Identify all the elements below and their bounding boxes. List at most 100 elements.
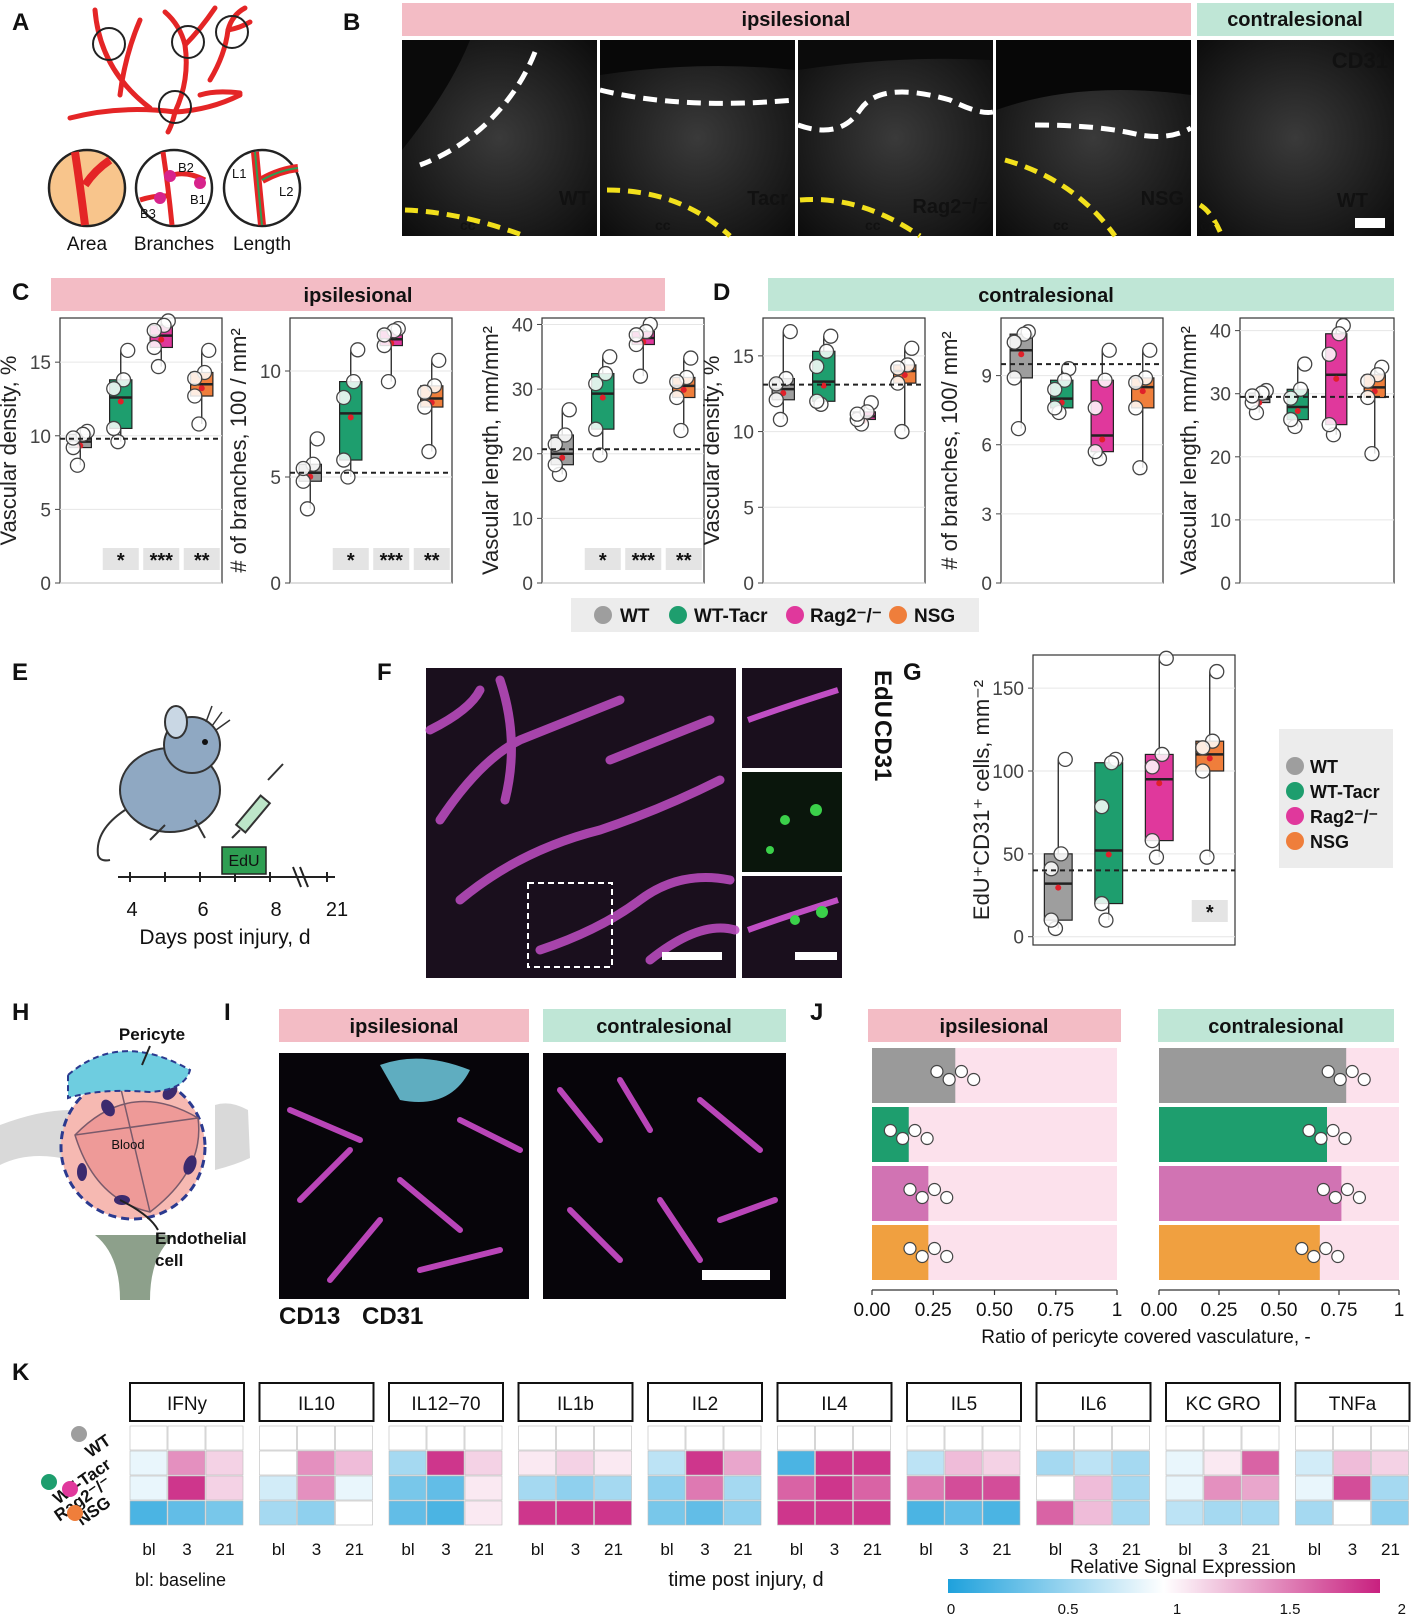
data-point [1316, 1182, 1331, 1197]
image-label-nsg: NSG [1141, 188, 1184, 210]
branch-tag-b2: B2 [178, 160, 194, 175]
micrograph-cd13-contra [543, 1053, 786, 1299]
endothelial-label-2: cell [155, 1251, 183, 1270]
k-swatch-nsg [67, 1505, 83, 1521]
heatmap-cell [777, 1450, 815, 1476]
y-tick-label: 10 [733, 423, 754, 444]
data-point [673, 422, 689, 439]
panel-g: G WT WT-Tacr Rag2⁻/⁻ NSG [903, 659, 1393, 868]
significance-box [332, 548, 369, 570]
data-point [1360, 373, 1376, 389]
heatmap-cell [815, 1450, 853, 1476]
k-legend-tick: 0 [947, 1601, 955, 1618]
data-point [1314, 1131, 1328, 1146]
y-tick-label: 40 [1210, 322, 1231, 343]
heatmap-cell [388, 1475, 427, 1501]
heatmap-cell [853, 1450, 891, 1476]
data-point [669, 374, 685, 390]
heatmap-cell [853, 1500, 891, 1526]
significance-mark: *** [150, 550, 174, 572]
data-point [809, 358, 825, 375]
data-point [547, 436, 563, 453]
data-point [421, 443, 437, 460]
zoom-circle [92, 27, 126, 61]
data-point [1057, 751, 1073, 768]
y-axis-label: Vascular density, % [699, 356, 724, 546]
data-point [115, 372, 132, 388]
legend-label-wt-tacr: WT-Tacr [694, 606, 768, 627]
data-point [201, 342, 217, 359]
y-tick-label: 15 [733, 347, 754, 368]
header-contralesional: contralesional [1208, 1016, 1344, 1038]
data-point [1132, 460, 1148, 476]
x-tick-label: 1 [1394, 1300, 1405, 1321]
heatmap-cell [1371, 1450, 1409, 1476]
y-tick-label: 9 [981, 367, 992, 388]
boxplot-c-1: 0 5 10 # of branches, 100 / mm² [226, 317, 453, 595]
heatmap-title-box [517, 1382, 634, 1422]
data-point [187, 370, 203, 387]
timeline-tick-4: 4 [126, 899, 137, 921]
heatmap-cell [982, 1425, 1021, 1451]
data-point [1364, 446, 1380, 462]
y-tick-label: 10 [1210, 511, 1231, 532]
data-point [809, 393, 825, 409]
heatmap-cell [777, 1500, 815, 1526]
heatmap-col-label: 21 [1252, 1540, 1271, 1559]
cc-label: cc [865, 217, 881, 233]
mean-marker [1333, 375, 1340, 382]
data-point [683, 350, 699, 366]
data-point [1331, 1249, 1345, 1264]
heatmap-col-label: 21 [1122, 1540, 1141, 1559]
heatmap-cell [1036, 1450, 1074, 1476]
data-point [890, 375, 906, 391]
data-point [1144, 832, 1160, 849]
pericyte-bars: 0.00 0.25 0.50 0.75 1 0.00 0.25 0.50 0.75 1 [854, 1048, 1405, 1321]
zoom-box [527, 882, 613, 968]
data-point [1297, 356, 1313, 372]
data-point [883, 1123, 897, 1138]
data-point [942, 1072, 956, 1087]
significance-box [413, 548, 450, 570]
stain-label-cd31: CD31 [869, 720, 896, 781]
data-point [1302, 1123, 1316, 1138]
k-legend-tick: 2 [1398, 1601, 1406, 1618]
boxplot-d-3: 0 5 10 15 Vascular density, % [699, 317, 926, 595]
k-legend-tick: 1 [1173, 1601, 1181, 1618]
mean-marker [1294, 407, 1301, 414]
mean-marker [599, 394, 606, 401]
data-point [1043, 912, 1059, 928]
heatmap-cell [815, 1475, 853, 1501]
heatmap-title: IL10 [298, 1394, 335, 1415]
heatmap-IFNy: IFNy bl 3 21 [129, 1382, 245, 1559]
y-tick-label: 50 [1003, 845, 1024, 866]
data-point [1016, 326, 1032, 342]
y-tick-label: 30 [1210, 385, 1231, 406]
boxplot-c-2: 0 10 20 30 40 Vascular length, mm/mm² [478, 315, 705, 595]
data-point [597, 365, 614, 382]
heatmap-cell [647, 1500, 686, 1526]
data-point [299, 501, 316, 517]
data-point [336, 452, 352, 468]
data-point [1094, 895, 1110, 912]
data-point [557, 427, 573, 443]
mean-marker [901, 372, 908, 378]
inset-edu [742, 772, 842, 872]
mean-marker [117, 398, 124, 405]
heatmap-cell [1203, 1475, 1242, 1501]
data-point [927, 1182, 942, 1197]
x-tick-label: 0.50 [976, 1300, 1013, 1321]
y-axis-label: # of branches, 100 / mm² [226, 328, 251, 573]
timeline-tick-8: 8 [270, 899, 281, 921]
image-label-tacr: Tacr [747, 188, 788, 210]
heatmap-cell [777, 1425, 815, 1451]
heatmap-cell [777, 1475, 815, 1501]
data-point [894, 423, 910, 440]
data-point [1056, 372, 1073, 388]
k-baseline-note: bl: baseline [135, 1570, 226, 1590]
data-point [1292, 381, 1309, 397]
panel-a: A B2 B1 [12, 5, 302, 255]
bar-NSG [1159, 1225, 1320, 1280]
data-point [547, 457, 563, 473]
blood-label: Blood [111, 1137, 144, 1152]
